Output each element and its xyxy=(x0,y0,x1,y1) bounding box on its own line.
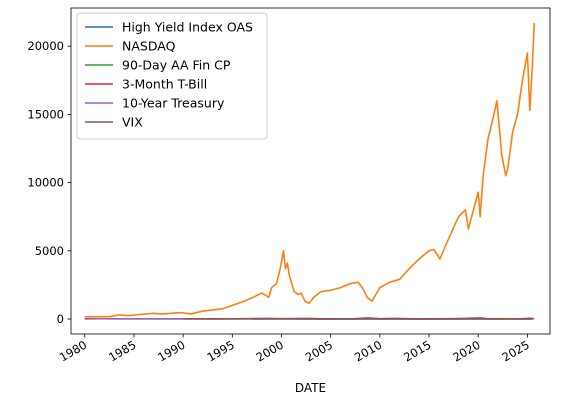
x-tick-label: 2000 xyxy=(254,338,286,365)
x-tick-label: 1995 xyxy=(204,338,236,365)
x-tick-label: 2005 xyxy=(303,338,335,365)
y-tick-label: 10000 xyxy=(27,176,64,190)
legend-label: High Yield Index OAS xyxy=(122,20,253,35)
x-axis-label: DATE xyxy=(295,381,326,395)
x-tick-label: 1990 xyxy=(155,338,187,365)
legend: High Yield Index OAS NASDAQ 90-Day AA Fin … xyxy=(77,13,267,139)
x-tick-label: 2025 xyxy=(500,338,532,365)
y-tick-label: 5000 xyxy=(35,244,64,258)
x-tick-label: 2020 xyxy=(450,338,482,365)
x-tick-label: 2010 xyxy=(352,338,384,365)
x-axis: 1980 1985 1990 1995 2000 2005 2010 2015 2020 2025 xyxy=(57,334,532,364)
legend-label: VIX xyxy=(122,115,143,130)
legend-label: 10-Year Treasury xyxy=(122,96,225,111)
legend-label: NASDAQ xyxy=(122,39,176,54)
x-tick-label: 1985 xyxy=(106,338,138,365)
legend-label: 3-Month T-Bill xyxy=(122,77,207,92)
y-tick-label: 0 xyxy=(57,312,64,326)
legend-label: 90-Day AA Fin CP xyxy=(122,58,231,73)
x-tick-label: 1980 xyxy=(57,338,89,365)
y-tick-label: 20000 xyxy=(27,39,64,53)
y-axis: 0 5000 10000 15000 20000 xyxy=(27,39,71,326)
x-tick-label: 2015 xyxy=(401,338,433,365)
y-tick-label: 15000 xyxy=(27,107,64,121)
series-line-5 xyxy=(183,318,534,319)
